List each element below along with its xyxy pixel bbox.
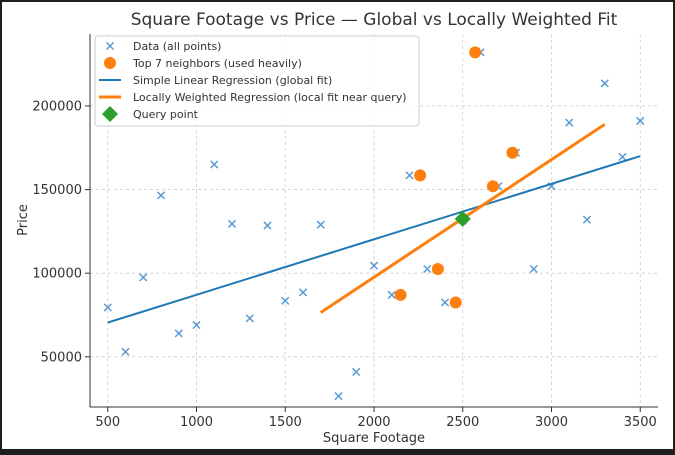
data-point: [369, 261, 379, 270]
x-tick-label: 500: [95, 415, 120, 430]
data-point: [281, 296, 290, 305]
query-point: [454, 210, 471, 227]
neighbor-point: [506, 146, 519, 159]
neighbor-point: [449, 296, 462, 309]
x-tick-label: 2000: [357, 415, 390, 430]
data-point: [103, 303, 112, 312]
data-point: [600, 79, 609, 88]
data-point: [334, 391, 343, 401]
data-point-x-stroke: [210, 160, 219, 169]
x-axis-label: Square Footage: [323, 431, 425, 446]
data-point: [210, 160, 219, 169]
data-point-x-stroke: [582, 215, 592, 224]
data-point-x-stroke: [529, 264, 538, 274]
data-point-x-stroke: [174, 329, 183, 338]
data-point: [387, 290, 396, 300]
y-tick-label: 200000: [32, 99, 82, 114]
data-point-x-stroke: [565, 118, 574, 127]
legend-handle: [105, 41, 115, 51]
neighbor-point: [431, 263, 444, 276]
legend-label: Query point: [133, 108, 199, 121]
legend-box: [94, 35, 420, 127]
data-point: [565, 118, 574, 127]
chart-title: Square Footage vs Price — Global vs Loca…: [131, 10, 618, 30]
axes-layer: 500 1000 1500 2000 2500 3000 3500 50000 100000 15…: [32, 34, 658, 430]
data-point-x-stroke: [636, 116, 645, 126]
data-point-x-stroke: [440, 298, 450, 307]
data-point-x-stroke: [298, 288, 308, 297]
x-tick-label: 1000: [180, 415, 213, 430]
data-point: [440, 298, 450, 307]
data-point: [174, 329, 183, 338]
data-point-x-stroke: [156, 191, 166, 200]
data-point: [405, 171, 414, 180]
data-point-x-stroke: [600, 79, 609, 88]
legend-handle: [104, 57, 116, 69]
legend-label: Top 7 neighbors (used heavily): [132, 57, 302, 70]
neighbor-point: [414, 169, 427, 182]
neighbor-point: [486, 180, 499, 193]
data-point: [192, 320, 201, 330]
data-point-x-stroke: [618, 152, 627, 162]
y-tick-label: 100000: [32, 267, 82, 282]
data-point-x-stroke: [121, 347, 130, 356]
y-tick-label: 150000: [32, 183, 82, 198]
data-point: [227, 219, 237, 228]
data-point: [298, 288, 308, 297]
y-tick-label: 50000: [41, 350, 82, 365]
data-point-x-stroke: [192, 320, 201, 330]
data-point-x-stroke: [423, 264, 432, 274]
neighbor-point: [469, 46, 482, 59]
data-point-x-stroke: [227, 219, 237, 228]
legend-label: Data (all points): [133, 40, 221, 53]
data-point: [121, 347, 130, 356]
legend-label: Simple Linear Regression (global fit): [133, 74, 332, 87]
data-point: [423, 264, 432, 274]
data-point-x-stroke: [352, 367, 361, 377]
x-tick-label: 3000: [535, 415, 568, 430]
data-point: [245, 314, 254, 323]
global-regression-line: [107, 155, 641, 324]
legend: Data (all points) Top 7 neighbors (used h…: [94, 35, 420, 127]
data-point-x-stroke: [405, 171, 414, 180]
legend-label: Locally Weighted Regression (local fit n…: [133, 91, 407, 104]
x-tick-label: 1500: [269, 415, 302, 430]
legend-handle: [102, 106, 118, 122]
data-point-x-stroke: [105, 41, 115, 51]
data-point-x-stroke: [139, 273, 148, 282]
data-point: [139, 273, 148, 282]
data-point-x-stroke: [334, 391, 343, 401]
y-axis-label: Price: [16, 204, 31, 236]
x-tick-label: 3500: [624, 415, 657, 430]
data-point: [529, 264, 538, 274]
data-point-x-stroke: [281, 296, 290, 305]
data-point-x-stroke: [316, 220, 325, 229]
data-point: [352, 367, 361, 377]
data-point-x-stroke: [103, 303, 112, 312]
data-point-x-stroke: [369, 261, 379, 270]
data-point: [636, 116, 645, 126]
series-layer: [103, 46, 645, 401]
data-point-x-stroke: [245, 314, 254, 323]
x-tick-label: 2500: [446, 415, 479, 430]
data-point: [316, 220, 325, 229]
neighbor-point: [394, 288, 407, 301]
data-point: [263, 221, 272, 230]
data-point: [156, 191, 166, 200]
data-point: [582, 215, 592, 224]
data-point: [618, 152, 627, 162]
data-point-x-stroke: [387, 290, 396, 300]
data-point-x-stroke: [263, 221, 272, 230]
